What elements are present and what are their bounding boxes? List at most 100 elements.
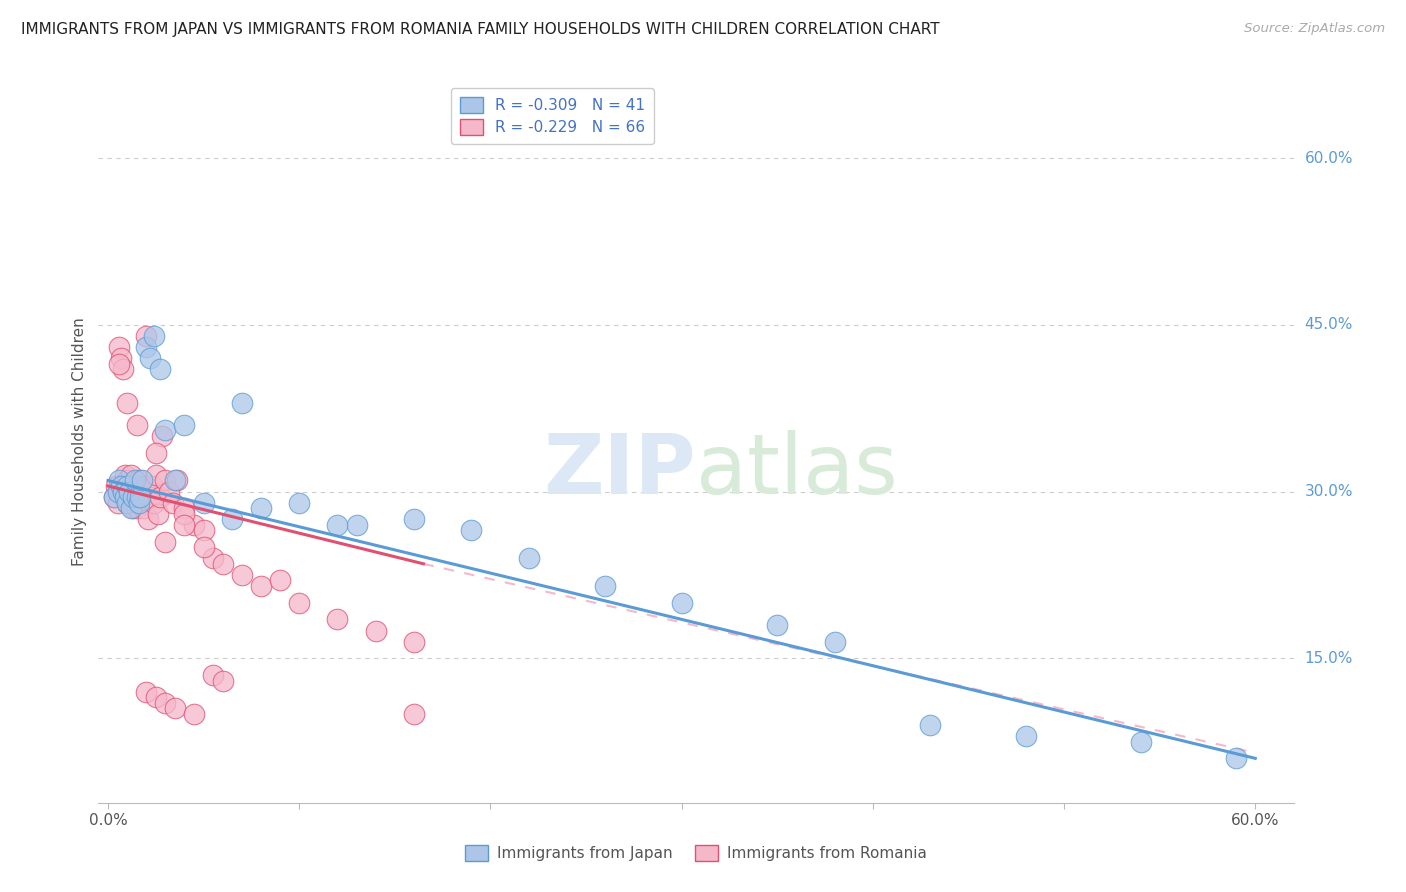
Point: [128, 496, 150, 510]
Point: [231, 395, 253, 409]
Point: [145, 445, 167, 459]
Point: [166, 474, 188, 488]
Point: [402, 706, 425, 721]
Point: [125, 417, 148, 432]
Point: [110, 479, 132, 493]
Point: [120, 501, 142, 516]
Text: IMMIGRANTS FROM JAPAN VS IMMIGRANTS FROM ROMANIA FAMILY HOUSEHOLDS WITH CHILDREN: IMMIGRANTS FROM JAPAN VS IMMIGRANTS FROM…: [21, 22, 939, 37]
Text: 15.0%: 15.0%: [1305, 651, 1353, 665]
Point: [115, 474, 138, 488]
Point: [135, 479, 157, 493]
Point: [193, 540, 215, 554]
Point: [131, 484, 153, 499]
Text: Source: ZipAtlas.com: Source: ZipAtlas.com: [1244, 22, 1385, 36]
Point: [173, 507, 195, 521]
Point: [125, 479, 148, 493]
Point: [326, 612, 349, 626]
Point: [250, 579, 273, 593]
Point: [142, 496, 165, 510]
Point: [131, 474, 153, 488]
Point: [129, 490, 152, 504]
Point: [124, 490, 146, 504]
Point: [112, 362, 135, 376]
Point: [112, 484, 135, 499]
Point: [129, 490, 152, 504]
Point: [269, 574, 291, 588]
Point: [173, 417, 195, 432]
Point: [107, 496, 129, 510]
Point: [149, 362, 172, 376]
Point: [155, 696, 177, 710]
Point: [134, 501, 156, 516]
Point: [108, 474, 131, 488]
Point: [1225, 751, 1247, 765]
Point: [141, 479, 163, 493]
Point: [120, 490, 142, 504]
Point: [288, 596, 311, 610]
Point: [766, 618, 789, 632]
Point: [150, 429, 173, 443]
Point: [136, 512, 159, 526]
Point: [346, 517, 368, 532]
Point: [221, 512, 243, 526]
Point: [173, 517, 195, 532]
Point: [112, 479, 135, 493]
Point: [139, 490, 162, 504]
Point: [202, 668, 225, 682]
Point: [142, 329, 165, 343]
Point: [920, 718, 942, 732]
Point: [103, 490, 125, 504]
Text: 60.0%: 60.0%: [1305, 151, 1353, 166]
Point: [162, 496, 184, 510]
Point: [231, 568, 253, 582]
Point: [183, 517, 205, 532]
Point: [121, 501, 143, 516]
Point: [1129, 734, 1152, 748]
Point: [202, 551, 225, 566]
Point: [173, 501, 195, 516]
Point: [163, 701, 186, 715]
Point: [112, 484, 135, 499]
Text: 30.0%: 30.0%: [1305, 484, 1353, 499]
Point: [121, 484, 143, 499]
Point: [115, 496, 138, 510]
Text: 45.0%: 45.0%: [1305, 318, 1353, 333]
Point: [124, 474, 146, 488]
Point: [135, 329, 157, 343]
Legend: Immigrants from Japan, Immigrants from Romania: Immigrants from Japan, Immigrants from R…: [458, 839, 934, 867]
Point: [125, 501, 148, 516]
Point: [128, 496, 150, 510]
Point: [193, 496, 215, 510]
Point: [250, 501, 273, 516]
Point: [125, 490, 148, 504]
Point: [135, 684, 157, 698]
Point: [118, 484, 141, 499]
Point: [115, 395, 138, 409]
Point: [460, 524, 482, 538]
Point: [402, 634, 425, 648]
Point: [121, 490, 143, 504]
Point: [155, 424, 177, 438]
Point: [402, 512, 425, 526]
Point: [108, 357, 131, 371]
Point: [145, 467, 167, 482]
Point: [128, 474, 150, 488]
Point: [115, 496, 138, 510]
Point: [163, 474, 186, 488]
Point: [103, 490, 125, 504]
Point: [593, 579, 616, 593]
Point: [193, 524, 215, 538]
Point: [139, 351, 162, 366]
Point: [211, 557, 233, 571]
Point: [149, 490, 172, 504]
Point: [155, 474, 177, 488]
Point: [120, 467, 142, 482]
Point: [211, 673, 233, 688]
Point: [110, 351, 132, 366]
Point: [115, 479, 138, 493]
Y-axis label: Family Households with Children: Family Households with Children: [72, 318, 87, 566]
Point: [146, 507, 169, 521]
Point: [135, 340, 157, 354]
Point: [183, 706, 205, 721]
Point: [108, 340, 131, 354]
